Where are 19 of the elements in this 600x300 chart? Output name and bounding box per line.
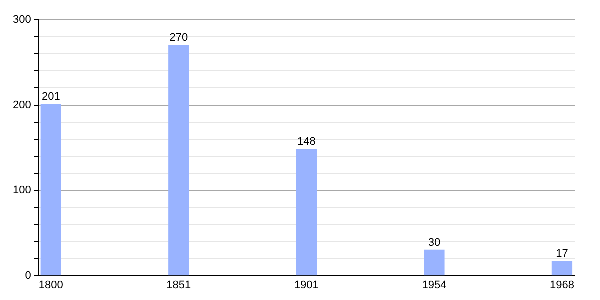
y-tick-label: 0 [25, 270, 32, 282]
x-tick-label: 1851 [166, 279, 192, 292]
bar [296, 149, 318, 276]
data-label: 270 [170, 32, 188, 44]
y-tick-label: 300 [12, 14, 32, 26]
x-tick-label: 1968 [550, 279, 574, 292]
data-label: 17 [556, 248, 568, 260]
y-tick-label: 200 [12, 99, 32, 112]
bar [168, 45, 190, 276]
bar [552, 260, 573, 276]
x-tick-label: 1954 [422, 279, 447, 292]
x-tick-label: 1901 [294, 279, 319, 292]
x-tick-label: 1800 [38, 279, 64, 292]
bar [424, 250, 445, 276]
data-label: 30 [428, 236, 441, 249]
y-tick-label: 100 [12, 184, 32, 197]
bar [40, 104, 62, 276]
data-label: 201 [42, 90, 60, 103]
data-label: 148 [297, 136, 316, 148]
